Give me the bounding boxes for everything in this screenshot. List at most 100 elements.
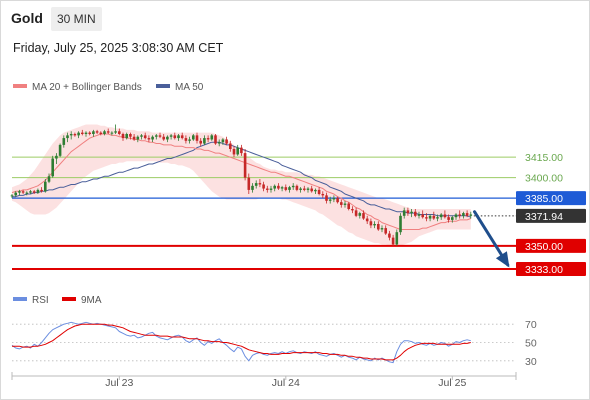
candle-body bbox=[266, 188, 269, 190]
candle-body bbox=[395, 232, 399, 245]
candle-body bbox=[118, 131, 121, 134]
candle-body bbox=[314, 189, 317, 192]
candle-body bbox=[92, 131, 95, 134]
candle-body bbox=[47, 176, 51, 182]
candle-body bbox=[195, 135, 199, 141]
candle-body bbox=[95, 131, 99, 133]
candle-body bbox=[328, 199, 332, 201]
candle-body bbox=[251, 185, 254, 190]
candle-body bbox=[247, 177, 251, 190]
candle-body bbox=[125, 134, 128, 139]
resistance-1-label: 3415.00 bbox=[525, 152, 563, 164]
candle-body bbox=[140, 135, 143, 137]
candle-body bbox=[114, 131, 117, 133]
candle-body bbox=[436, 217, 439, 219]
candle-body bbox=[425, 217, 428, 219]
candle-body bbox=[147, 138, 151, 140]
candle-body bbox=[162, 136, 165, 140]
candle-body bbox=[421, 214, 424, 218]
pivot-label-bg bbox=[516, 191, 586, 206]
candle-body bbox=[203, 138, 206, 144]
candle-body bbox=[410, 211, 413, 214]
candle-body bbox=[166, 136, 169, 140]
ma50-legend-swatch bbox=[156, 84, 170, 88]
candle-body bbox=[84, 132, 88, 134]
candle-body bbox=[136, 136, 140, 140]
current-price-label: 3371.94 bbox=[525, 211, 563, 223]
candle-body bbox=[62, 138, 66, 145]
candle-body bbox=[277, 185, 280, 189]
symbol-title: Gold bbox=[11, 10, 43, 26]
candle-body bbox=[365, 218, 369, 222]
rsi-legend-swatch bbox=[13, 297, 27, 301]
ma9-line bbox=[12, 323, 471, 361]
candle-body bbox=[232, 149, 236, 155]
candle-body bbox=[169, 135, 173, 137]
candle-body bbox=[199, 140, 202, 144]
candle-body bbox=[151, 136, 154, 140]
candle-body bbox=[243, 153, 247, 178]
candle-body bbox=[354, 210, 358, 216]
candle-body bbox=[206, 138, 210, 140]
candle-body bbox=[66, 135, 69, 139]
support-2-label: 3333.00 bbox=[525, 264, 563, 276]
candle-body bbox=[69, 134, 73, 136]
candle-body bbox=[299, 188, 302, 190]
main-legend: MA 20 + Bollinger Bands MA 50 bbox=[13, 82, 204, 93]
ma50-legend-label: MA 50 bbox=[175, 82, 204, 93]
candle-body bbox=[258, 183, 262, 185]
candle-body bbox=[406, 210, 410, 214]
candle-body bbox=[129, 134, 132, 137]
candle-body bbox=[88, 132, 91, 134]
candle-body bbox=[377, 224, 380, 230]
candle-body bbox=[44, 181, 47, 192]
candle-body bbox=[443, 214, 447, 218]
candle-body bbox=[362, 213, 365, 219]
candles-layer bbox=[10, 124, 473, 246]
bollinger-bands-layer bbox=[12, 124, 471, 246]
candle-body bbox=[306, 188, 310, 190]
candle-body bbox=[325, 195, 328, 201]
candle-body bbox=[373, 224, 376, 226]
candle-body bbox=[188, 139, 191, 141]
support-2-label-bg bbox=[516, 262, 586, 276]
candle-body bbox=[217, 142, 221, 144]
candle-body bbox=[99, 132, 103, 134]
resistance-2-label: 3400.00 bbox=[525, 173, 563, 185]
rsi-tick-label-70: 70 bbox=[525, 319, 537, 331]
bollinger-band-area bbox=[12, 124, 471, 246]
support-1-label: 3350.00 bbox=[525, 241, 563, 253]
rsi-tick-label-30: 30 bbox=[525, 356, 537, 368]
candle-body bbox=[210, 135, 214, 140]
candle-body bbox=[229, 143, 232, 149]
rsi-tick-label-50: 50 bbox=[525, 338, 537, 350]
candle-body bbox=[14, 192, 17, 196]
candle-body bbox=[73, 134, 77, 136]
candle-body bbox=[25, 192, 29, 194]
candle-body bbox=[399, 215, 402, 233]
candle-body bbox=[21, 191, 25, 193]
time-axis-label: Jul 23 bbox=[105, 377, 133, 389]
candle-body bbox=[29, 191, 32, 193]
candle-body bbox=[465, 213, 469, 216]
candle-body bbox=[321, 194, 325, 196]
rsi-legend-label: RSI bbox=[32, 295, 49, 306]
timeframe-button[interactable]: 30 MIN bbox=[51, 7, 102, 31]
candle-body bbox=[447, 217, 450, 220]
candle-body bbox=[173, 135, 177, 139]
forecast-layer bbox=[473, 210, 510, 268]
candle-body bbox=[51, 158, 54, 177]
candle-body bbox=[77, 132, 80, 136]
candle-body bbox=[132, 136, 136, 140]
candle-body bbox=[295, 185, 299, 190]
candle-body bbox=[336, 198, 339, 203]
ma20-legend-swatch bbox=[13, 84, 27, 88]
ma9-legend-label: 9MA bbox=[81, 295, 102, 306]
candle-body bbox=[192, 135, 195, 140]
candle-body bbox=[439, 214, 443, 218]
candle-body bbox=[18, 191, 21, 193]
ma9-legend-swatch bbox=[62, 297, 76, 301]
candle-body bbox=[58, 144, 62, 156]
candle-body bbox=[40, 189, 43, 192]
rsi-legend: RSI 9MA bbox=[13, 295, 102, 306]
